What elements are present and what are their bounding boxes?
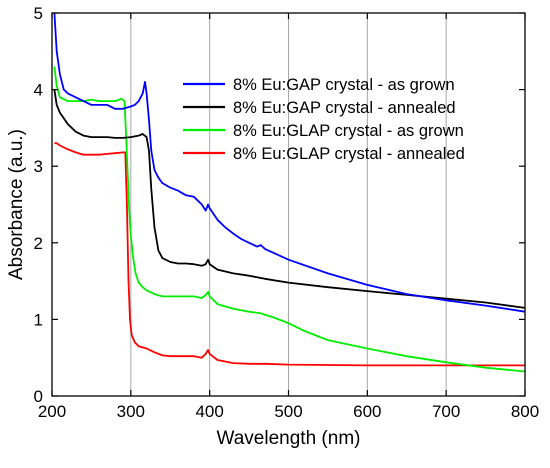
y-tick-label: 1: [34, 310, 43, 329]
axis-ticks: 200 300 400 500 600 700 800 0 1 2 3 4 5: [34, 4, 540, 421]
x-axis-label: Wavelength (nm): [217, 428, 361, 449]
legend: 8% Eu:GAP crystal - as grown 8% Eu:GAP cr…: [183, 76, 465, 163]
y-tick-label: 2: [34, 234, 43, 253]
y-tick-label: 4: [34, 81, 43, 100]
y-tick-label: 3: [34, 157, 43, 176]
x-tick-label: 300: [117, 402, 145, 421]
y-axis-label: Absorbance (a.u.): [6, 129, 27, 280]
y-tick-label: 5: [34, 4, 43, 23]
x-tick-label: 700: [432, 402, 460, 421]
x-tick-label: 600: [353, 402, 381, 421]
x-tick-label: 800: [511, 402, 539, 421]
series-line-2: [53, 89, 526, 309]
legend-label: 8% Eu:GLAP crystal - as grown: [233, 122, 464, 140]
legend-label: 8% Eu:GAP crystal - as grown: [233, 76, 455, 94]
series-lines: [53, 12, 526, 373]
x-tick-label: 200: [38, 402, 66, 421]
series-line-1: [53, 12, 526, 313]
series-line-4: [54, 142, 525, 367]
x-tick-label: 500: [274, 402, 302, 421]
grid-lines: [130, 13, 447, 396]
legend-label: 8% Eu:GAP crystal - annealed: [233, 99, 456, 117]
series-line-3: [53, 66, 526, 373]
x-tick-label: 400: [195, 402, 223, 421]
y-tick-label: 0: [34, 387, 43, 406]
legend-label: 8% Eu:GLAP crystal - annealed: [233, 145, 465, 163]
